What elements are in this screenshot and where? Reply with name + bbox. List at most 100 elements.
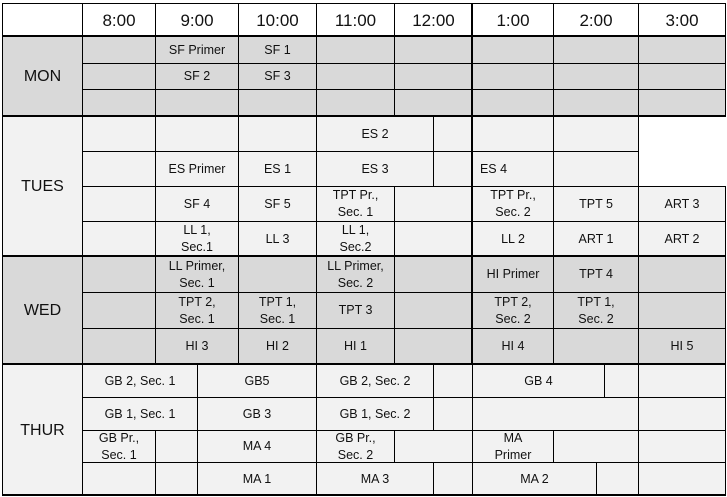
empty-slot <box>155 116 239 152</box>
class-slot: MA 1 <box>197 462 317 496</box>
class-slot: TPT 4 <box>553 256 639 293</box>
empty-slot <box>316 89 395 117</box>
empty-slot <box>433 462 473 496</box>
time-header-5: 1:00 <box>472 3 554 37</box>
class-slot: ES 3 <box>316 151 434 187</box>
class-slot: GB5 <box>197 364 317 398</box>
empty-slot <box>155 89 239 117</box>
empty-slot <box>155 430 198 463</box>
empty-slot <box>82 116 156 152</box>
class-slot: MA 2 <box>472 462 597 496</box>
empty-slot <box>472 63 554 90</box>
class-slot: SF 5 <box>238 186 317 222</box>
time-header-0: 8:00 <box>82 3 156 37</box>
day-label-thur: THUR <box>2 364 83 496</box>
class-slot: TPT 2, Sec. 2 <box>472 292 554 329</box>
time-header-2: 10:00 <box>238 3 317 37</box>
class-slot: ES 2 <box>316 116 434 152</box>
empty-slot <box>82 36 156 64</box>
empty-slot <box>394 36 473 64</box>
empty-slot <box>82 256 156 293</box>
time-header-6: 2:00 <box>553 3 639 37</box>
empty-slot <box>394 430 473 463</box>
empty-slot <box>638 36 726 64</box>
time-header-3: 11:00 <box>316 3 395 37</box>
class-slot: HI 3 <box>155 328 239 365</box>
empty-slot <box>394 89 473 117</box>
empty-slot <box>553 116 639 152</box>
class-slot: TPT 3 <box>316 292 395 329</box>
class-slot: MA 4 <box>197 430 317 463</box>
day-label-mon: MON <box>2 36 83 117</box>
empty-slot <box>394 221 473 257</box>
empty-slot <box>604 364 639 398</box>
class-slot: HI Primer <box>472 256 554 293</box>
empty-slot <box>472 397 639 431</box>
time-header-7: 3:00 <box>638 3 726 37</box>
empty-slot <box>238 256 317 293</box>
noon-divider-line <box>471 3 473 364</box>
empty-slot <box>82 462 156 496</box>
class-slot: GB 2, Sec. 1 <box>82 364 198 398</box>
empty-slot <box>433 364 473 398</box>
empty-slot <box>638 397 726 431</box>
class-slot: GB 1, Sec. 1 <box>82 397 198 431</box>
class-slot: ART 1 <box>553 221 639 257</box>
empty-slot <box>553 89 639 117</box>
class-slot: ART 2 <box>638 221 726 257</box>
empty-slot <box>553 63 639 90</box>
empty-slot <box>638 364 726 398</box>
empty-slot <box>638 63 726 90</box>
class-slot: GB Pr., Sec. 1 <box>82 430 156 463</box>
class-slot: TPT 5 <box>553 186 639 222</box>
empty-slot <box>316 63 395 90</box>
header-separator-line <box>2 35 726 37</box>
class-slot: LL 1, Sec.2 <box>316 221 395 257</box>
empty-slot <box>553 151 639 187</box>
class-slot: SF 3 <box>238 63 317 90</box>
class-slot: HI 2 <box>238 328 317 365</box>
class-slot: HI 1 <box>316 328 395 365</box>
class-slot: SF 1 <box>238 36 317 64</box>
empty-slot <box>553 430 639 463</box>
header-row-background <box>2 3 725 36</box>
empty-slot <box>553 36 639 64</box>
empty-slot <box>394 63 473 90</box>
class-slot: TPT 1, Sec. 1 <box>238 292 317 329</box>
time-header-4: 12:00 <box>394 3 473 37</box>
empty-slot <box>638 89 726 117</box>
class-slot: HI 5 <box>638 328 726 365</box>
day-separator-line <box>2 494 726 496</box>
empty-slot <box>433 397 473 431</box>
class-slot: MA Primer <box>472 430 554 463</box>
empty-slot <box>553 328 639 365</box>
empty-slot <box>316 36 395 64</box>
header-corner-cell <box>2 3 83 37</box>
empty-slot <box>596 462 639 496</box>
class-slot: TPT Pr., Sec. 1 <box>316 186 395 222</box>
time-header-1: 9:00 <box>155 3 239 37</box>
class-slot: MA 3 <box>316 462 434 496</box>
class-slot: TPT Pr., Sec. 2 <box>472 186 554 222</box>
empty-slot <box>638 256 726 293</box>
empty-slot <box>433 116 554 152</box>
empty-slot <box>638 462 726 496</box>
day-label-wed: WED <box>2 256 83 365</box>
class-slot: ES 1 <box>238 151 317 187</box>
empty-slot <box>82 221 156 257</box>
class-slot: GB 4 <box>472 364 605 398</box>
class-slot: LL 3 <box>238 221 317 257</box>
empty-slot <box>82 63 156 90</box>
empty-slot <box>394 256 473 293</box>
empty-slot <box>638 430 726 463</box>
empty-slot <box>82 328 156 365</box>
class-slot: HI 4 <box>472 328 554 365</box>
class-slot: LL Primer, Sec. 2 <box>316 256 395 293</box>
empty-slot <box>238 116 317 152</box>
empty-slot <box>638 292 726 329</box>
class-slot: SF Primer <box>155 36 239 64</box>
class-slot: GB Pr., Sec. 2 <box>316 430 395 463</box>
class-slot: SF 2 <box>155 63 239 90</box>
empty-slot <box>238 89 317 117</box>
